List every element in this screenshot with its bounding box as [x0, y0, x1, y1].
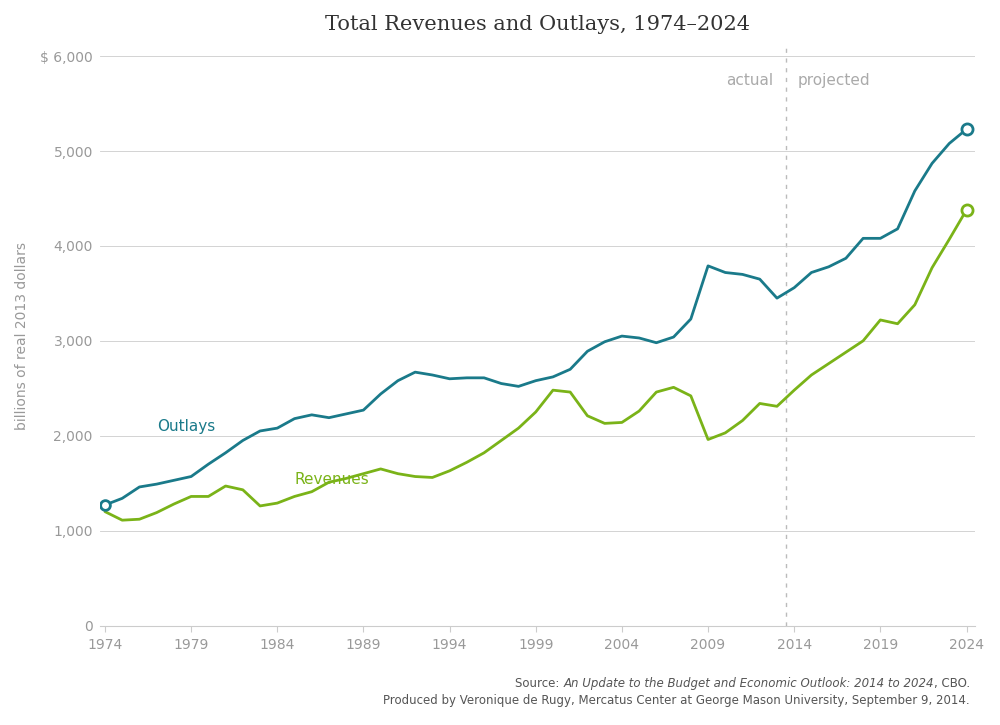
Text: Source:: Source:	[515, 677, 563, 690]
Text: Outlays: Outlays	[157, 419, 215, 434]
Title: Total Revenues and Outlays, 1974–2024: Total Revenues and Outlays, 1974–2024	[325, 15, 750, 34]
Text: An Update to the Budget and Economic Outlook: 2014 to 2024: An Update to the Budget and Economic Out…	[563, 677, 934, 690]
Text: Revenues: Revenues	[295, 472, 369, 487]
Text: actual: actual	[726, 73, 774, 88]
Text: , CBO.: , CBO.	[934, 677, 970, 690]
Text: projected: projected	[798, 73, 870, 88]
Text: Produced by Veronique de Rugy, Mercatus Center at George Mason University, Septe: Produced by Veronique de Rugy, Mercatus …	[383, 694, 970, 707]
Y-axis label: billions of real 2013 dollars: billions of real 2013 dollars	[15, 242, 29, 430]
